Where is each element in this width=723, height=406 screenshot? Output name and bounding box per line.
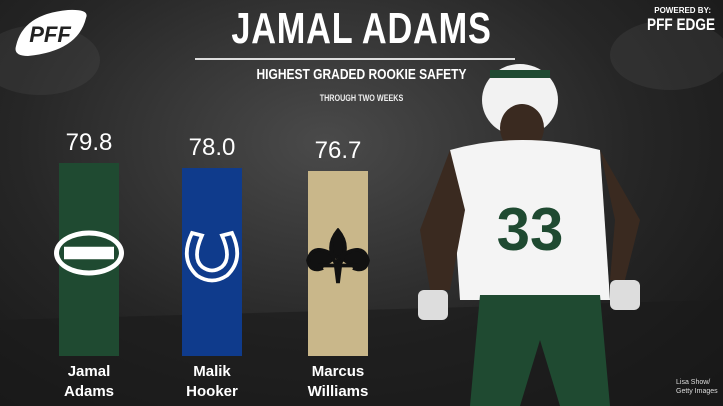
team-logo (54, 230, 124, 276)
category-label: Jamal Adams (63, 363, 115, 400)
jersey-number: 33 (497, 196, 564, 263)
logo-text: PFF (29, 22, 71, 47)
category-label: Malik Hooker (186, 363, 238, 400)
pff-logo: PFF (15, 9, 87, 56)
team-logo (306, 228, 370, 284)
powered-by: POWERED BY: (654, 6, 711, 15)
value-label: 79.8 (65, 129, 113, 157)
title-rule (195, 58, 515, 60)
chart-subtitle: HIGHEST GRADED ROOKIE SAFETY (256, 66, 467, 83)
photo-credit: Lisa Show/ Getty Images (676, 379, 718, 395)
chart-note: THROUGH TWO WEEKS (319, 93, 404, 103)
team-logo (184, 230, 240, 283)
category-label: Marcus Williams (307, 363, 369, 400)
player-photo: 33 (418, 64, 640, 406)
product-name: PFF EDGE (646, 15, 715, 34)
value-label: 78.0 (188, 133, 236, 161)
value-label: 76.7 (314, 136, 362, 164)
chart-title: JAMAL ADAMS (231, 4, 492, 53)
